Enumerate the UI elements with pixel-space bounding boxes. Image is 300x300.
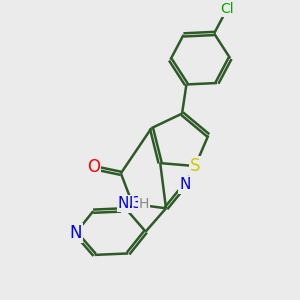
Text: O: O [87,158,100,176]
Text: N: N [118,196,129,211]
Text: H: H [139,197,149,211]
Text: N: N [179,178,191,193]
Text: N3: N3 [122,196,143,211]
Text: Cl: Cl [220,2,234,16]
Text: N: N [69,224,82,242]
Text: S: S [190,157,200,175]
